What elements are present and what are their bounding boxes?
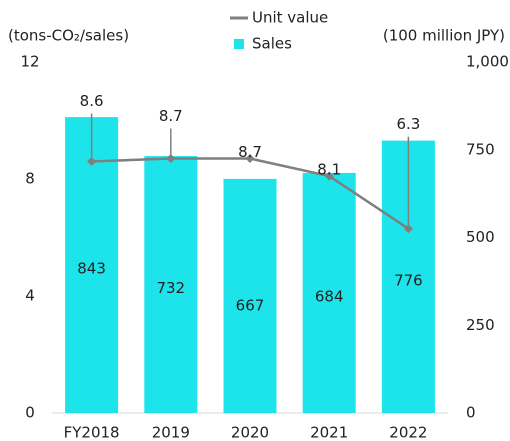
line-value-label: 8.6 xyxy=(80,92,104,110)
line-value-label: 8.1 xyxy=(317,161,341,179)
bar xyxy=(144,156,198,413)
y-tick-label: 0 xyxy=(25,404,35,422)
legend-label: Sales xyxy=(252,35,292,53)
y-tick-label: 12 xyxy=(20,53,39,71)
bar-value-label: 684 xyxy=(315,287,344,305)
line-value-label: 6.3 xyxy=(396,115,420,133)
marker xyxy=(245,154,255,164)
y2-tick-label: 500 xyxy=(466,228,495,246)
y-tick-label: 4 xyxy=(25,287,35,305)
marker xyxy=(403,224,413,234)
bar xyxy=(65,117,119,414)
y2-axis-label: (100 million JPY) xyxy=(383,27,505,45)
y2-tick-label: 250 xyxy=(466,316,495,334)
bar xyxy=(302,172,356,413)
y2-tick-label: 1,000 xyxy=(466,53,509,71)
legend-label: Unit value xyxy=(252,9,328,27)
y2-tick-label: 0 xyxy=(466,404,476,422)
marker xyxy=(87,156,97,166)
bar-value-label: 732 xyxy=(156,279,185,297)
marker xyxy=(324,171,334,181)
x-tick-label: 2020 xyxy=(231,424,269,441)
y2-tick-label: 750 xyxy=(466,140,495,158)
y-axis-label: (tons-CO₂/sales) xyxy=(8,27,129,45)
x-tick-label: 2022 xyxy=(389,424,427,441)
legend-swatch xyxy=(234,39,244,49)
line-value-label: 8.7 xyxy=(159,107,183,125)
line-value-label: 8.7 xyxy=(238,143,262,161)
x-tick-label: 2019 xyxy=(152,424,190,441)
x-tick-label: 2021 xyxy=(310,424,348,441)
marker xyxy=(166,154,176,164)
bar-value-label: 667 xyxy=(236,296,265,314)
bar-value-label: 843 xyxy=(77,260,106,278)
bar-value-label: 776 xyxy=(394,271,423,289)
x-tick-label: FY2018 xyxy=(64,424,120,441)
y-tick-label: 8 xyxy=(25,170,35,188)
bar xyxy=(223,178,277,413)
